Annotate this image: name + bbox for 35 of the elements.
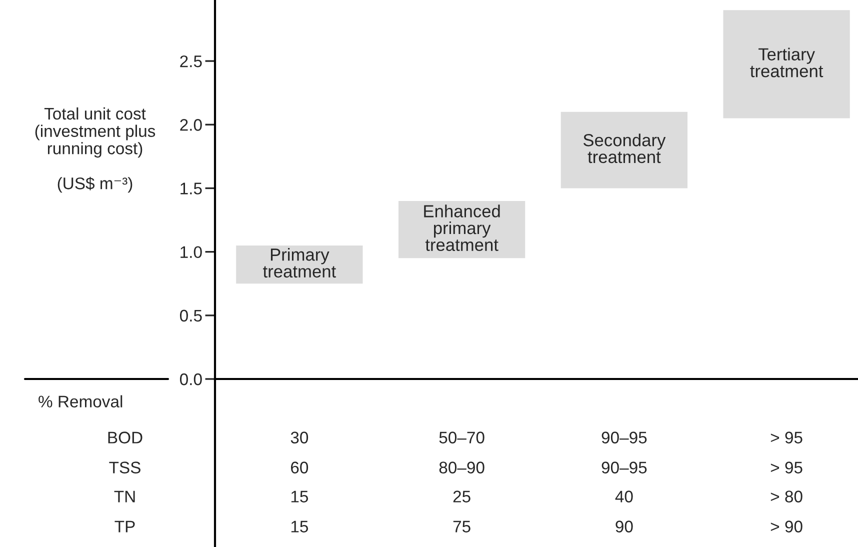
text: 90–95 [602, 462, 647, 474]
text: 60 [291, 462, 308, 474]
text: > 80 [770, 490, 802, 502]
y-tick-label: 2.5 [180, 55, 202, 68]
y-tick-label: 1.5 [180, 182, 202, 194]
x-tick-label: Primary treatment [263, 248, 336, 278]
text: 75 [453, 520, 470, 532]
text: > 95 [770, 432, 802, 444]
y-tick-label: 2.0 [180, 119, 202, 131]
text: 80–90 [439, 462, 484, 474]
text: 50–70 [439, 432, 484, 444]
text: 30 [290, 432, 308, 444]
text: % Removal [38, 395, 122, 408]
bar [560, 112, 688, 188]
text: TP [114, 520, 135, 532]
text: TSS [109, 462, 140, 474]
text: > 90 [770, 520, 802, 532]
y-axis-title: Total unit cost (investment plus running cost) (US$ m⁻³) [35, 107, 156, 193]
text: 15 [291, 490, 308, 502]
text: BOD [108, 432, 142, 444]
text: 90 [616, 520, 633, 532]
text: TN [114, 490, 135, 502]
text: 90–95 [602, 432, 647, 444]
text: 15 [291, 520, 308, 532]
x-tick-label: Tertiary treatment [750, 48, 824, 78]
text: > 95 [770, 462, 802, 474]
bar [723, 10, 850, 118]
text: 40 [615, 490, 633, 502]
text: 25 [453, 490, 470, 502]
y-tick-label: 1.0 [180, 246, 202, 258]
x-tick-label: Enhanced primary treatment [424, 204, 500, 252]
y-tick-label: 0.0 [180, 373, 202, 386]
y-tick-label: 0.5 [180, 310, 202, 322]
x-tick-label: Secondary treatment [583, 134, 666, 164]
bar [236, 245, 363, 284]
